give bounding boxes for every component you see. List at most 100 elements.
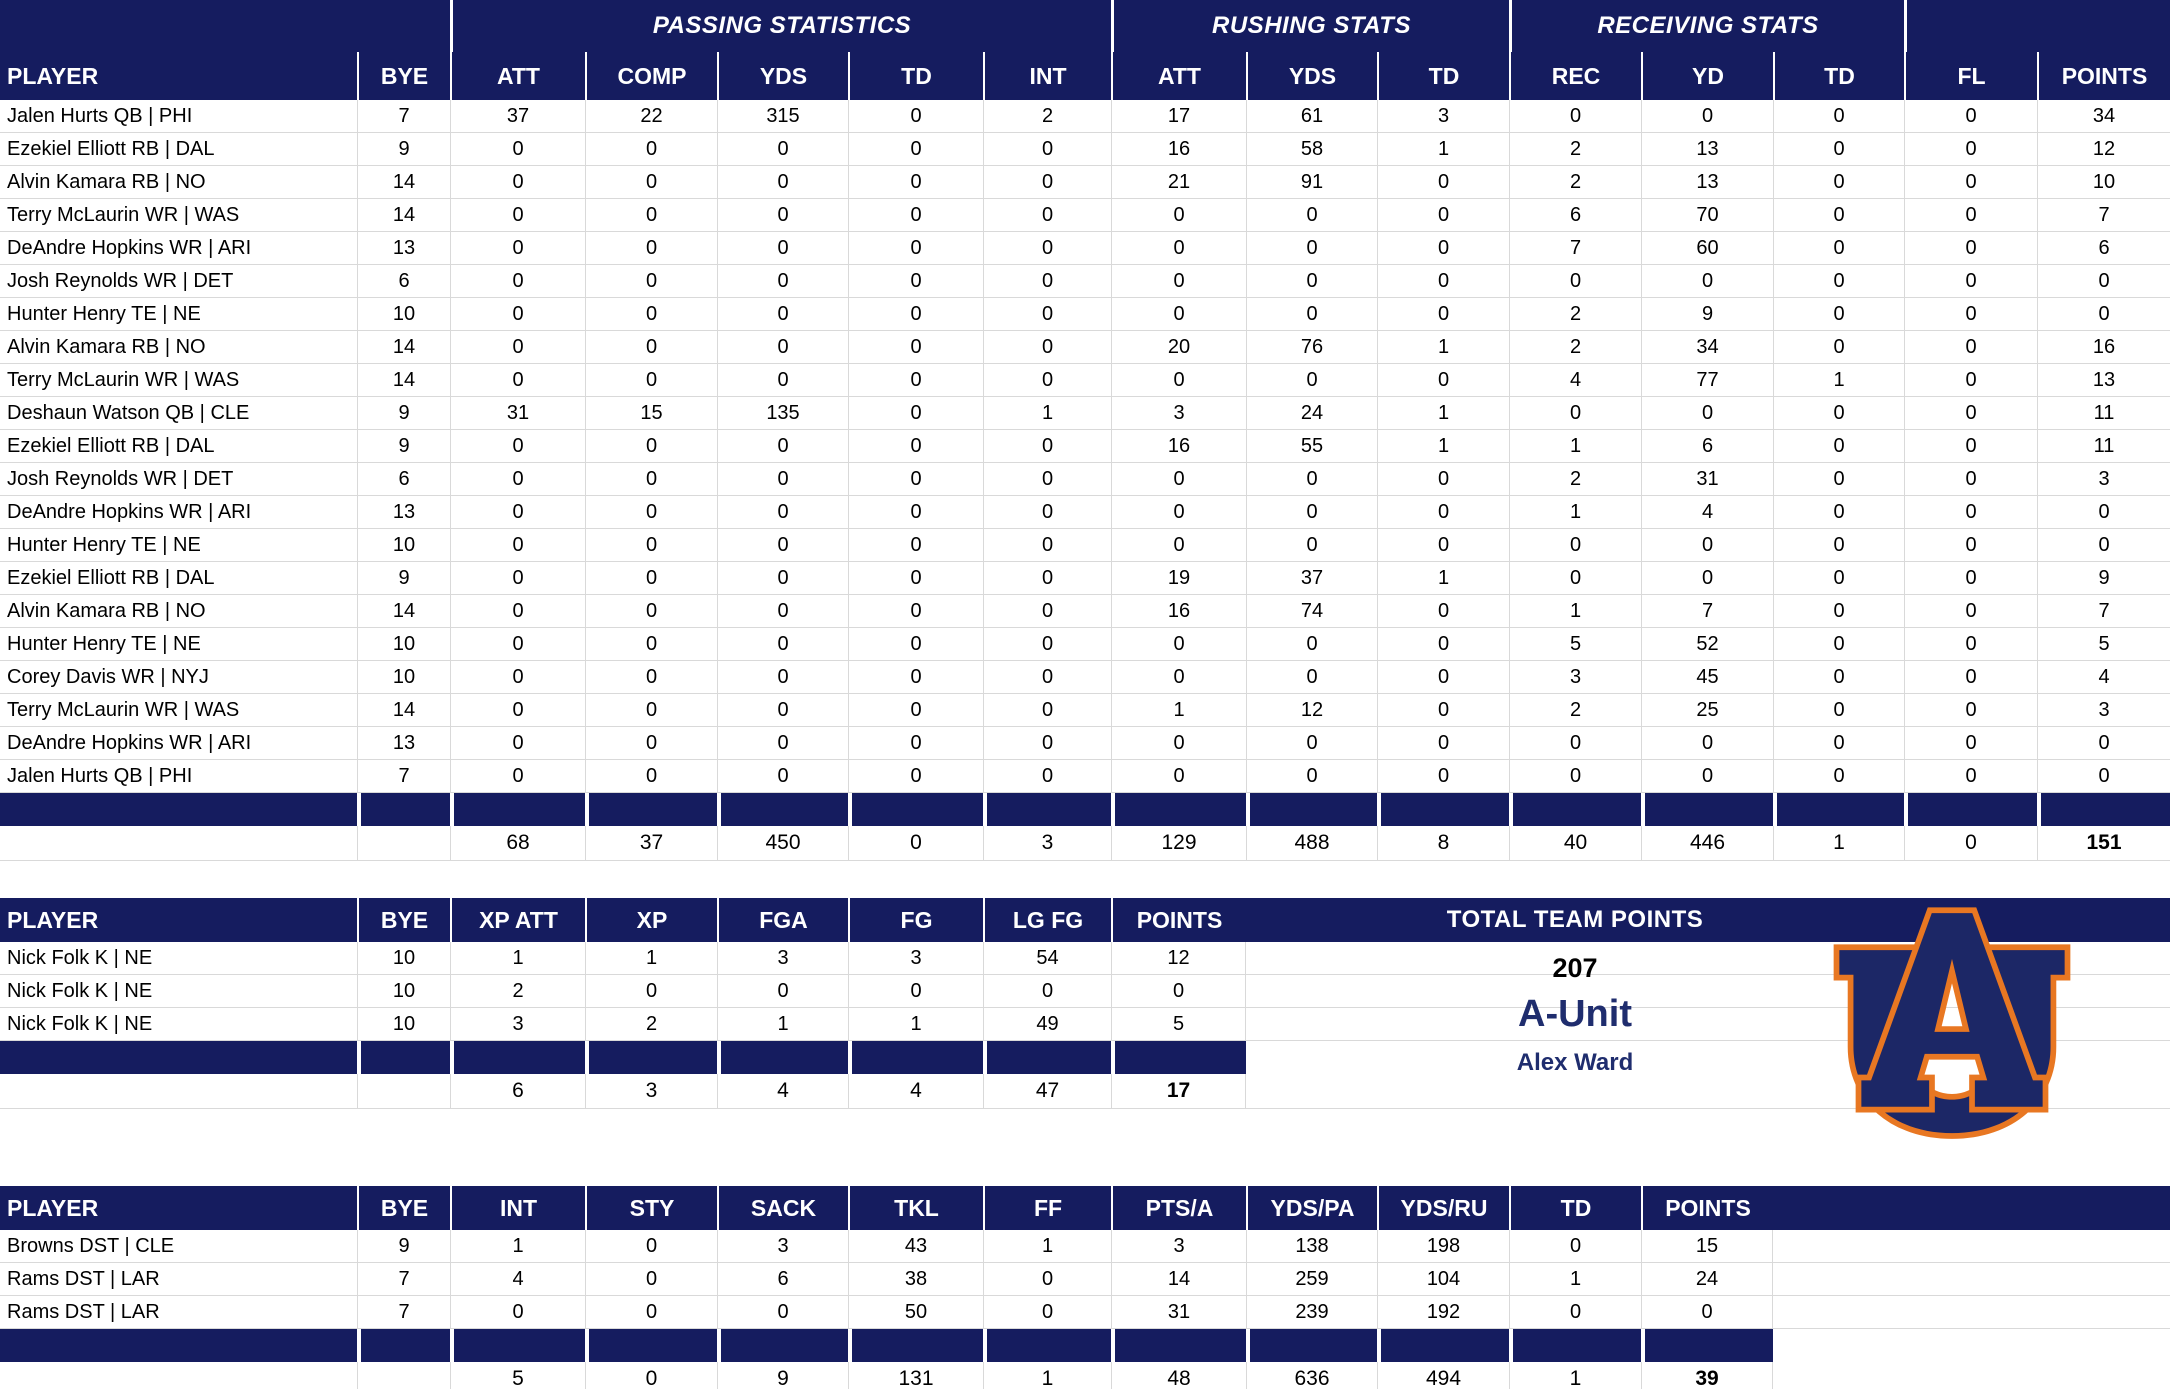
header-cell: ATT [450, 52, 585, 100]
stat-cell: 6 [357, 265, 450, 297]
stat-cell: 10 [357, 661, 450, 693]
stat-cell: 0 [450, 628, 585, 660]
header-cell: POINTS [1641, 1186, 1773, 1230]
total-cell [357, 826, 450, 860]
stat-cell: 0 [450, 463, 585, 495]
stat-cell: 1 [1111, 694, 1246, 726]
stat-cell: 3 [1377, 100, 1509, 132]
stat-cell: 4 [1509, 364, 1641, 396]
table-row: Deshaun Watson QB | CLE 9 31 15 135 0 1 3 24 1 0 0 0… [0, 397, 2170, 430]
filler-cell [717, 1329, 848, 1362]
header-cell: YD [1641, 52, 1773, 100]
player-cell: DeAndre Hopkins WR | ARI [7, 731, 252, 754]
stat-cell: 0 [585, 562, 717, 594]
player-cell: Nick Folk K | NE [7, 1012, 153, 1035]
stat-cell: 0 [1377, 496, 1509, 528]
stat-cell: 0 [1641, 727, 1773, 759]
header-cell: POINTS [1111, 898, 1246, 942]
stat-cell: 0 [848, 628, 983, 660]
player-cell: Hunter Henry TE | NE [7, 302, 201, 325]
filler-cell [1641, 1329, 1773, 1362]
stat-cell: 0 [450, 430, 585, 462]
stat-cell: 10 [357, 1008, 450, 1040]
filler-cell [717, 793, 848, 826]
header-cell: REC [1509, 52, 1641, 100]
stat-cell: 10 [2037, 166, 2170, 198]
stat-cell: 13 [357, 496, 450, 528]
stat-cell: 0 [1246, 298, 1377, 330]
stat-cell: 0 [1904, 166, 2037, 198]
stat-cell: 50 [848, 1296, 983, 1328]
stat-cell: 7 [357, 1296, 450, 1328]
filler-cell [0, 793, 357, 826]
stat-cell: 0 [450, 727, 585, 759]
stat-cell: 0 [1904, 661, 2037, 693]
stat-cell: 0 [848, 232, 983, 264]
total-cell [0, 1074, 357, 1108]
stat-cell: 1 [585, 942, 717, 974]
stat-cell: 0 [1904, 430, 2037, 462]
stat-cell: 0 [1509, 562, 1641, 594]
stat-cell: 0 [1246, 529, 1377, 561]
stat-cell: 0 [2037, 496, 2170, 528]
table-row: DeAndre Hopkins WR | ARI 13 0 0 0 0 0 0 0 0 1 4 0 0 0 [0, 496, 2170, 529]
stat-cell: 0 [983, 133, 1111, 165]
stat-cell: 0 [585, 975, 717, 1007]
header-cell: TKL [848, 1186, 983, 1230]
stat-cell: 76 [1246, 331, 1377, 363]
totals-row: 6 3 4 4 47 17 [0, 1074, 2170, 1109]
stat-cell: 0 [1641, 100, 1773, 132]
stat-cell: 0 [2037, 760, 2170, 792]
stat-cell: 0 [717, 265, 848, 297]
stat-cell: 0 [1111, 760, 1246, 792]
stat-cell: 14 [357, 199, 450, 231]
stat-cell: 91 [1246, 166, 1377, 198]
stat-cell: 9 [357, 1230, 450, 1262]
filler-cell [1246, 1329, 1377, 1362]
stat-cell: 7 [2037, 595, 2170, 627]
stat-cell: 45 [1641, 661, 1773, 693]
stat-cell: 0 [1773, 694, 1904, 726]
stat-cell: 34 [1641, 331, 1773, 363]
stat-cell: 0 [1641, 529, 1773, 561]
stat-cell: 0 [1773, 529, 1904, 561]
stat-cell: 24 [1641, 1263, 1773, 1295]
player-cell: Josh Reynolds WR | DET [7, 269, 234, 292]
mid-section: PLAYER BYE XP ATT XP FGA FG LG FG POINTS Nick Fo… [0, 898, 2170, 1147]
filler-cell [357, 1041, 450, 1074]
stat-cell: 0 [848, 298, 983, 330]
filler-cell [1111, 1329, 1246, 1362]
stat-cell: 0 [1111, 661, 1246, 693]
stat-cell: 0 [1111, 364, 1246, 396]
stat-cell: 1 [983, 1230, 1111, 1262]
stat-cell: 0 [717, 298, 848, 330]
column-header-row: PLAYER BYE INT STY SACK TKL FF PTS/A YDS/PA YDS/R… [0, 1186, 2170, 1230]
total-cell [357, 1362, 450, 1389]
stat-cell: 0 [1904, 760, 2037, 792]
stat-cell: 0 [848, 100, 983, 132]
stat-cell: 7 [357, 100, 450, 132]
stat-cell: 0 [1377, 727, 1509, 759]
stat-cell: 16 [1111, 595, 1246, 627]
total-cell: 3 [983, 826, 1111, 860]
stat-cell: 0 [1377, 463, 1509, 495]
defense-section: PLAYER BYE INT STY SACK TKL FF PTS/A YDS/PA YDS/R… [0, 1186, 2170, 1389]
stat-cell: 16 [1111, 430, 1246, 462]
stat-cell: 2 [585, 1008, 717, 1040]
stat-cell: 0 [983, 661, 1111, 693]
stat-cell: 0 [983, 463, 1111, 495]
group-header-cell [0, 0, 450, 52]
total-cell [0, 826, 357, 860]
stat-cell: 9 [1641, 298, 1773, 330]
filler-cell [450, 1041, 585, 1074]
stat-cell: 0 [848, 562, 983, 594]
header-cell: TD [848, 52, 983, 100]
stat-cell: 0 [450, 562, 585, 594]
total-cell: 4 [717, 1074, 848, 1108]
table-row: Hunter Henry TE | NE 10 0 0 0 0 0 0 0 0 2 9 0 0 0 [0, 298, 2170, 331]
stat-cell: 0 [1773, 463, 1904, 495]
stat-cell: 0 [1904, 694, 2037, 726]
table-row: DeAndre Hopkins WR | ARI 13 0 0 0 0 0 0 0 0 0 0 0 0 0 [0, 727, 2170, 760]
stat-cell: 1 [1377, 430, 1509, 462]
stat-cell: 0 [717, 529, 848, 561]
